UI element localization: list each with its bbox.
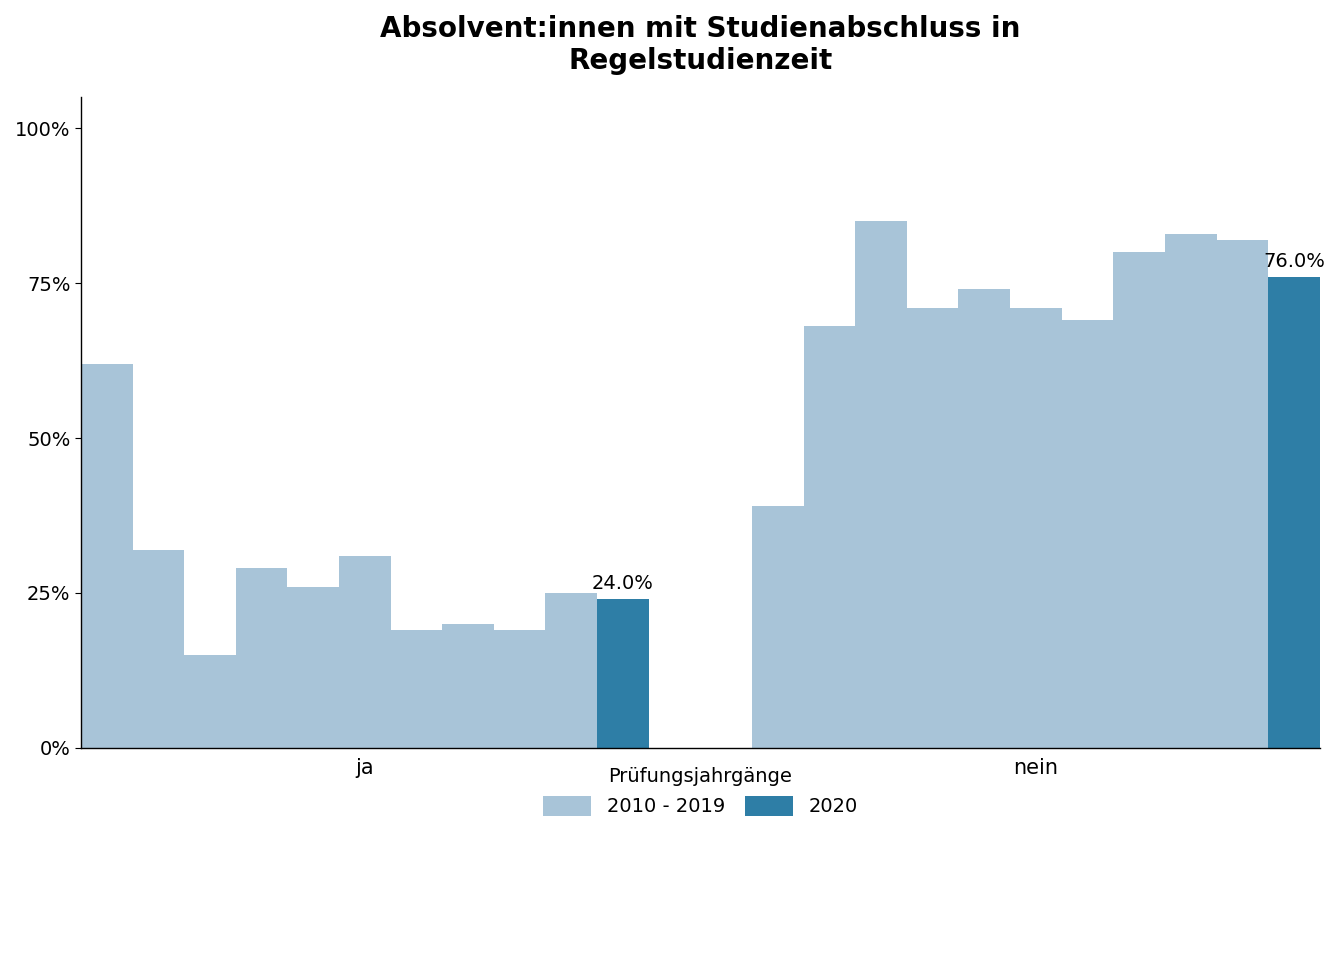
Bar — [1113, 252, 1165, 748]
Bar — [855, 221, 907, 748]
Text: 24.0%: 24.0% — [591, 574, 653, 593]
Bar — [339, 556, 391, 748]
Bar — [1216, 240, 1269, 748]
Title: Absolvent:innen mit Studienabschluss in
Regelstudienzeit: Absolvent:innen mit Studienabschluss in … — [380, 15, 1020, 76]
Bar — [1269, 276, 1320, 748]
Bar — [804, 326, 855, 748]
Text: 76.0%: 76.0% — [1263, 252, 1325, 271]
Bar — [184, 655, 235, 748]
Bar — [1011, 308, 1062, 748]
Bar — [391, 630, 442, 748]
Bar — [133, 549, 184, 748]
Bar — [235, 568, 288, 748]
Bar — [1062, 321, 1113, 748]
Bar — [81, 364, 133, 748]
Bar — [442, 624, 493, 748]
Bar — [907, 308, 958, 748]
Legend: 2010 - 2019, 2020: 2010 - 2019, 2020 — [523, 748, 878, 836]
Bar — [751, 506, 804, 748]
Bar — [493, 630, 546, 748]
Bar — [958, 289, 1011, 748]
Bar — [1165, 233, 1216, 748]
Bar — [597, 599, 649, 748]
Bar — [288, 587, 339, 748]
Bar — [546, 593, 597, 748]
